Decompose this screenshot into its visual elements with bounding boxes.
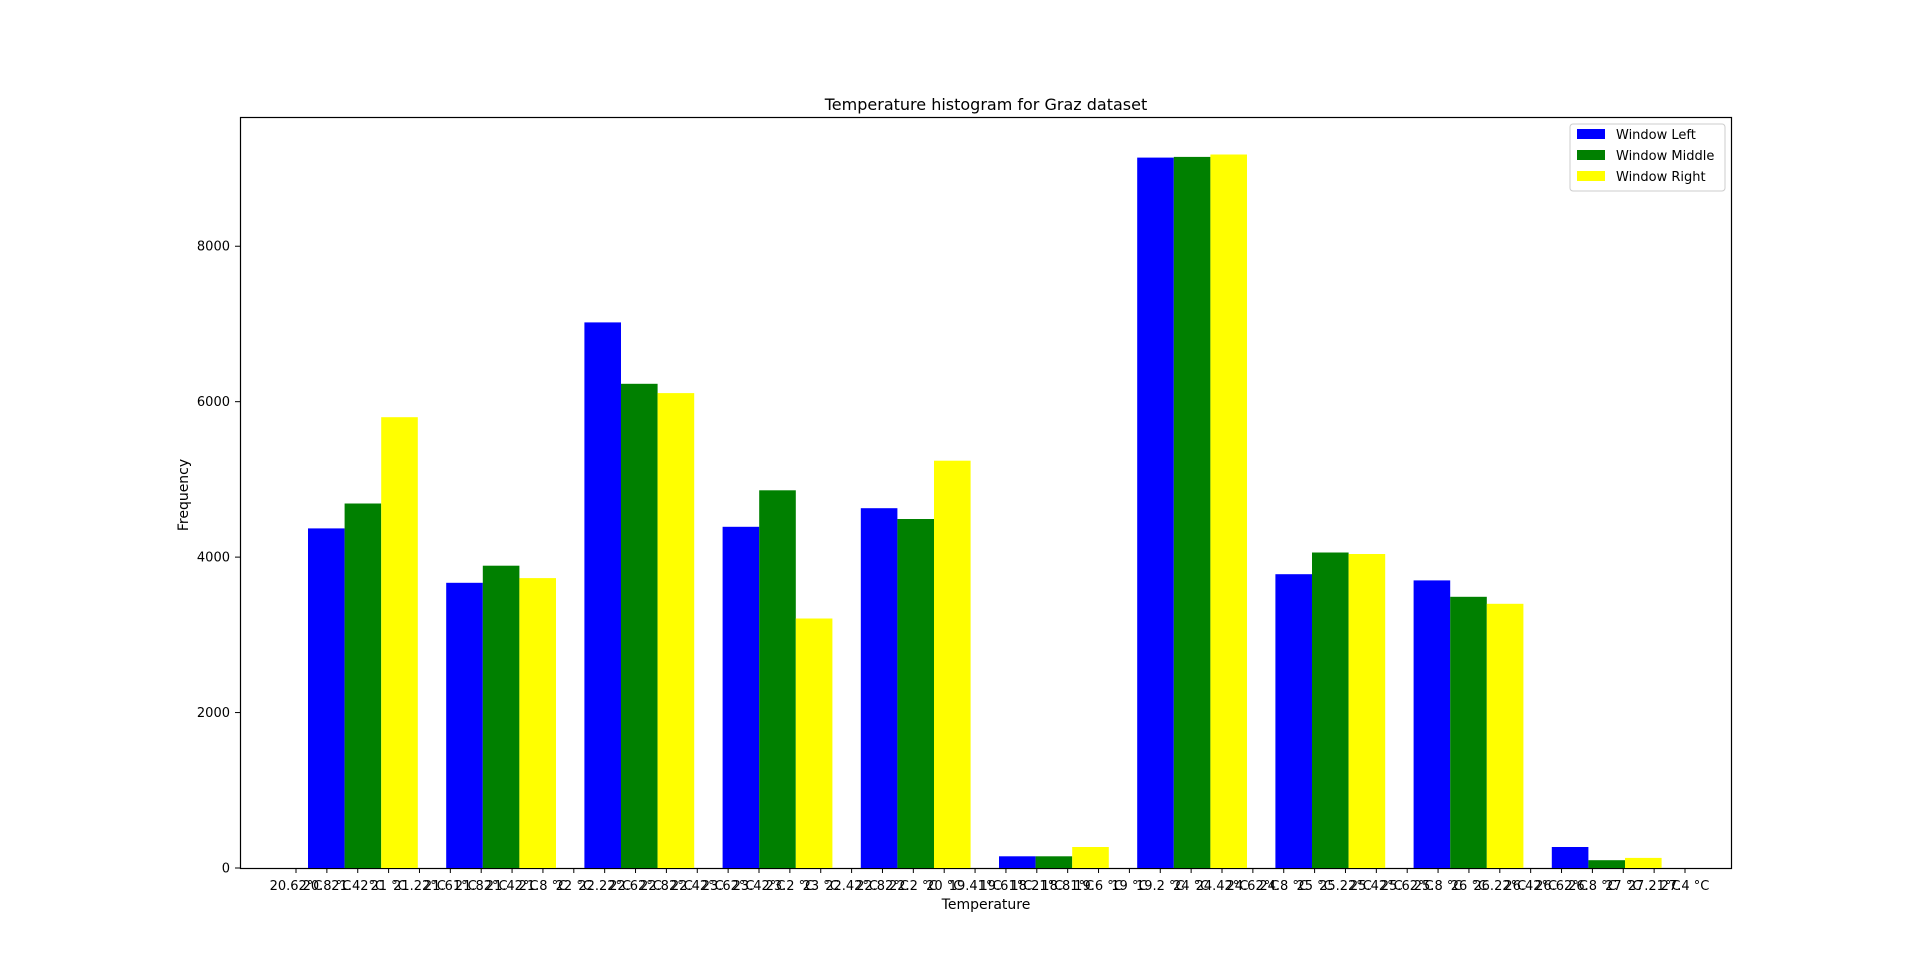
bar-window-middle-6	[1035, 856, 1073, 868]
legend-swatch	[1577, 129, 1605, 139]
legend-swatch	[1577, 171, 1605, 181]
x-tick-label: 26.62°C	[1535, 879, 1588, 894]
y-tick-label: 8000	[197, 240, 230, 255]
x-tick-label: 22.82°C	[856, 879, 909, 894]
x-tick-label: 22.82°C	[640, 879, 693, 894]
plot-frame	[239, 116, 1733, 870]
bar-window-left-3	[584, 322, 621, 868]
bar-window-middle-2	[482, 565, 520, 868]
y-tick-label: 0	[222, 862, 230, 877]
x-tick-label: 24.8 °C	[1259, 879, 1308, 894]
x-tick-label: 26.8 °C	[1568, 879, 1617, 894]
x-tick-label: 22 °C	[556, 879, 592, 894]
legend-label: Window Middle	[1616, 149, 1714, 164]
bar-window-right-1	[381, 417, 418, 868]
x-tick-label: 19.41°C	[949, 879, 1002, 894]
y-tick-label: 2000	[197, 706, 230, 721]
x-tick-label: 25.8 °C	[1414, 879, 1463, 894]
bar-window-middle-8	[1312, 552, 1349, 868]
x-tick-label: 19.61°C	[980, 879, 1033, 894]
x-tick-label: 21.8 °C	[519, 879, 568, 894]
bar-window-left-9	[1413, 580, 1451, 868]
bar-window-left-7	[1137, 157, 1174, 869]
x-tick-label: 25 °C	[1296, 879, 1332, 894]
legend-label: Window Right	[1616, 170, 1706, 185]
legend-box	[1569, 123, 1726, 192]
x-tick-label: 27.4 °C	[1661, 879, 1710, 894]
x-tick-label: 24.42°C	[1196, 879, 1249, 894]
x-tick-label: 20 °C	[926, 879, 962, 894]
x-tick-label: 20.8 °C	[303, 879, 352, 894]
bar-window-middle-1	[344, 503, 382, 868]
x-tick-label: 23.2 °C	[766, 879, 815, 894]
x-tick-label: 23 °C	[803, 879, 839, 894]
bars-layer	[308, 154, 1662, 869]
legend-swatch	[1577, 150, 1605, 160]
x-tick-label: 22.42°C	[825, 879, 878, 894]
x-tick-label: 22.62°C	[609, 879, 662, 894]
x-tick-label: 25.42°C	[1350, 879, 1403, 894]
x-tick-label: 19.6 °C	[1074, 879, 1123, 894]
bar-window-left-5	[860, 508, 898, 868]
bar-window-left-4	[722, 526, 760, 868]
x-tick-label: 19.2 °C	[1136, 879, 1185, 894]
legend-label: Window Left	[1616, 128, 1696, 143]
bar-window-middle-10	[1588, 860, 1625, 868]
bar-window-right-4	[795, 618, 833, 868]
x-tick-label: 20.62°C	[270, 879, 323, 894]
bar-window-right-8	[1348, 554, 1386, 868]
bar-window-middle-3	[621, 383, 658, 868]
x-tick-label: 21.42°C	[331, 879, 384, 894]
x-tick-label: 26.22°C	[1473, 879, 1526, 894]
bar-window-right-5	[934, 460, 971, 868]
x-tick-label: 21.61°C	[424, 879, 477, 894]
x-tick-label: 19 °C	[1111, 879, 1147, 894]
x-tick-label: 22.2 °C	[889, 879, 938, 894]
bar-window-middle-7	[1173, 156, 1211, 868]
x-tick-label: 22.42°C	[671, 879, 724, 894]
bar-window-right-7	[1210, 154, 1247, 868]
y-axis-label: Frequency	[176, 459, 192, 531]
x-tick-label: 21.82°C	[455, 879, 508, 894]
x-tick-label: 27.21°C	[1628, 879, 1681, 894]
bar-window-middle-4	[759, 490, 796, 868]
legend: Window Left Window Middle Window Right	[1569, 123, 1726, 192]
bar-window-right-2	[519, 578, 556, 868]
bar-window-left-1	[308, 528, 345, 868]
x-tick-label: 23.42°C	[733, 879, 786, 894]
bar-window-right-6	[1072, 847, 1109, 868]
y-axis: 0 2000 4000 6000 8000	[197, 240, 241, 877]
bar-window-right-3	[657, 393, 695, 868]
bar-window-left-8	[1275, 574, 1312, 868]
x-axis-label: Temperature	[941, 897, 1031, 913]
x-tick-label: 21.42°C	[486, 879, 539, 894]
y-tick-label: 4000	[197, 551, 230, 566]
bar-window-right-10	[1625, 857, 1662, 868]
x-tick-label: 24.62°C	[1227, 879, 1280, 894]
x-tick-label: 22.22°C	[578, 879, 631, 894]
bar-window-middle-5	[897, 519, 934, 868]
y-tick-label: 6000	[197, 395, 230, 410]
x-tick-label: 23.62°C	[702, 879, 755, 894]
x-tick-label: 18.81°C	[1041, 879, 1094, 894]
x-tick-label: 27 °C	[1605, 879, 1641, 894]
x-tick-label: 24 °C	[1173, 879, 1209, 894]
chart-title: Temperature histogram for Graz dataset	[824, 95, 1147, 114]
x-tick-label: 21 °C	[370, 879, 406, 894]
bar-window-left-10	[1551, 847, 1589, 868]
x-tick-label: 26.42°C	[1504, 879, 1557, 894]
x-tick-label: 18.21°C	[1010, 879, 1063, 894]
x-tick-label: 21.22°C	[393, 879, 446, 894]
bar-window-right-9	[1486, 603, 1524, 868]
x-tick-label: 26 °C	[1451, 879, 1487, 894]
x-axis: 20.62°C20.8 °C21.42°C21 °C21.22°C21.61°C…	[270, 868, 1710, 894]
x-tick-label: 25.62°C	[1381, 879, 1434, 894]
bar-window-left-6	[999, 856, 1036, 868]
bar-window-left-2	[446, 582, 483, 868]
bar-window-middle-9	[1450, 596, 1487, 868]
x-tick-label: 25.22°C	[1319, 879, 1372, 894]
